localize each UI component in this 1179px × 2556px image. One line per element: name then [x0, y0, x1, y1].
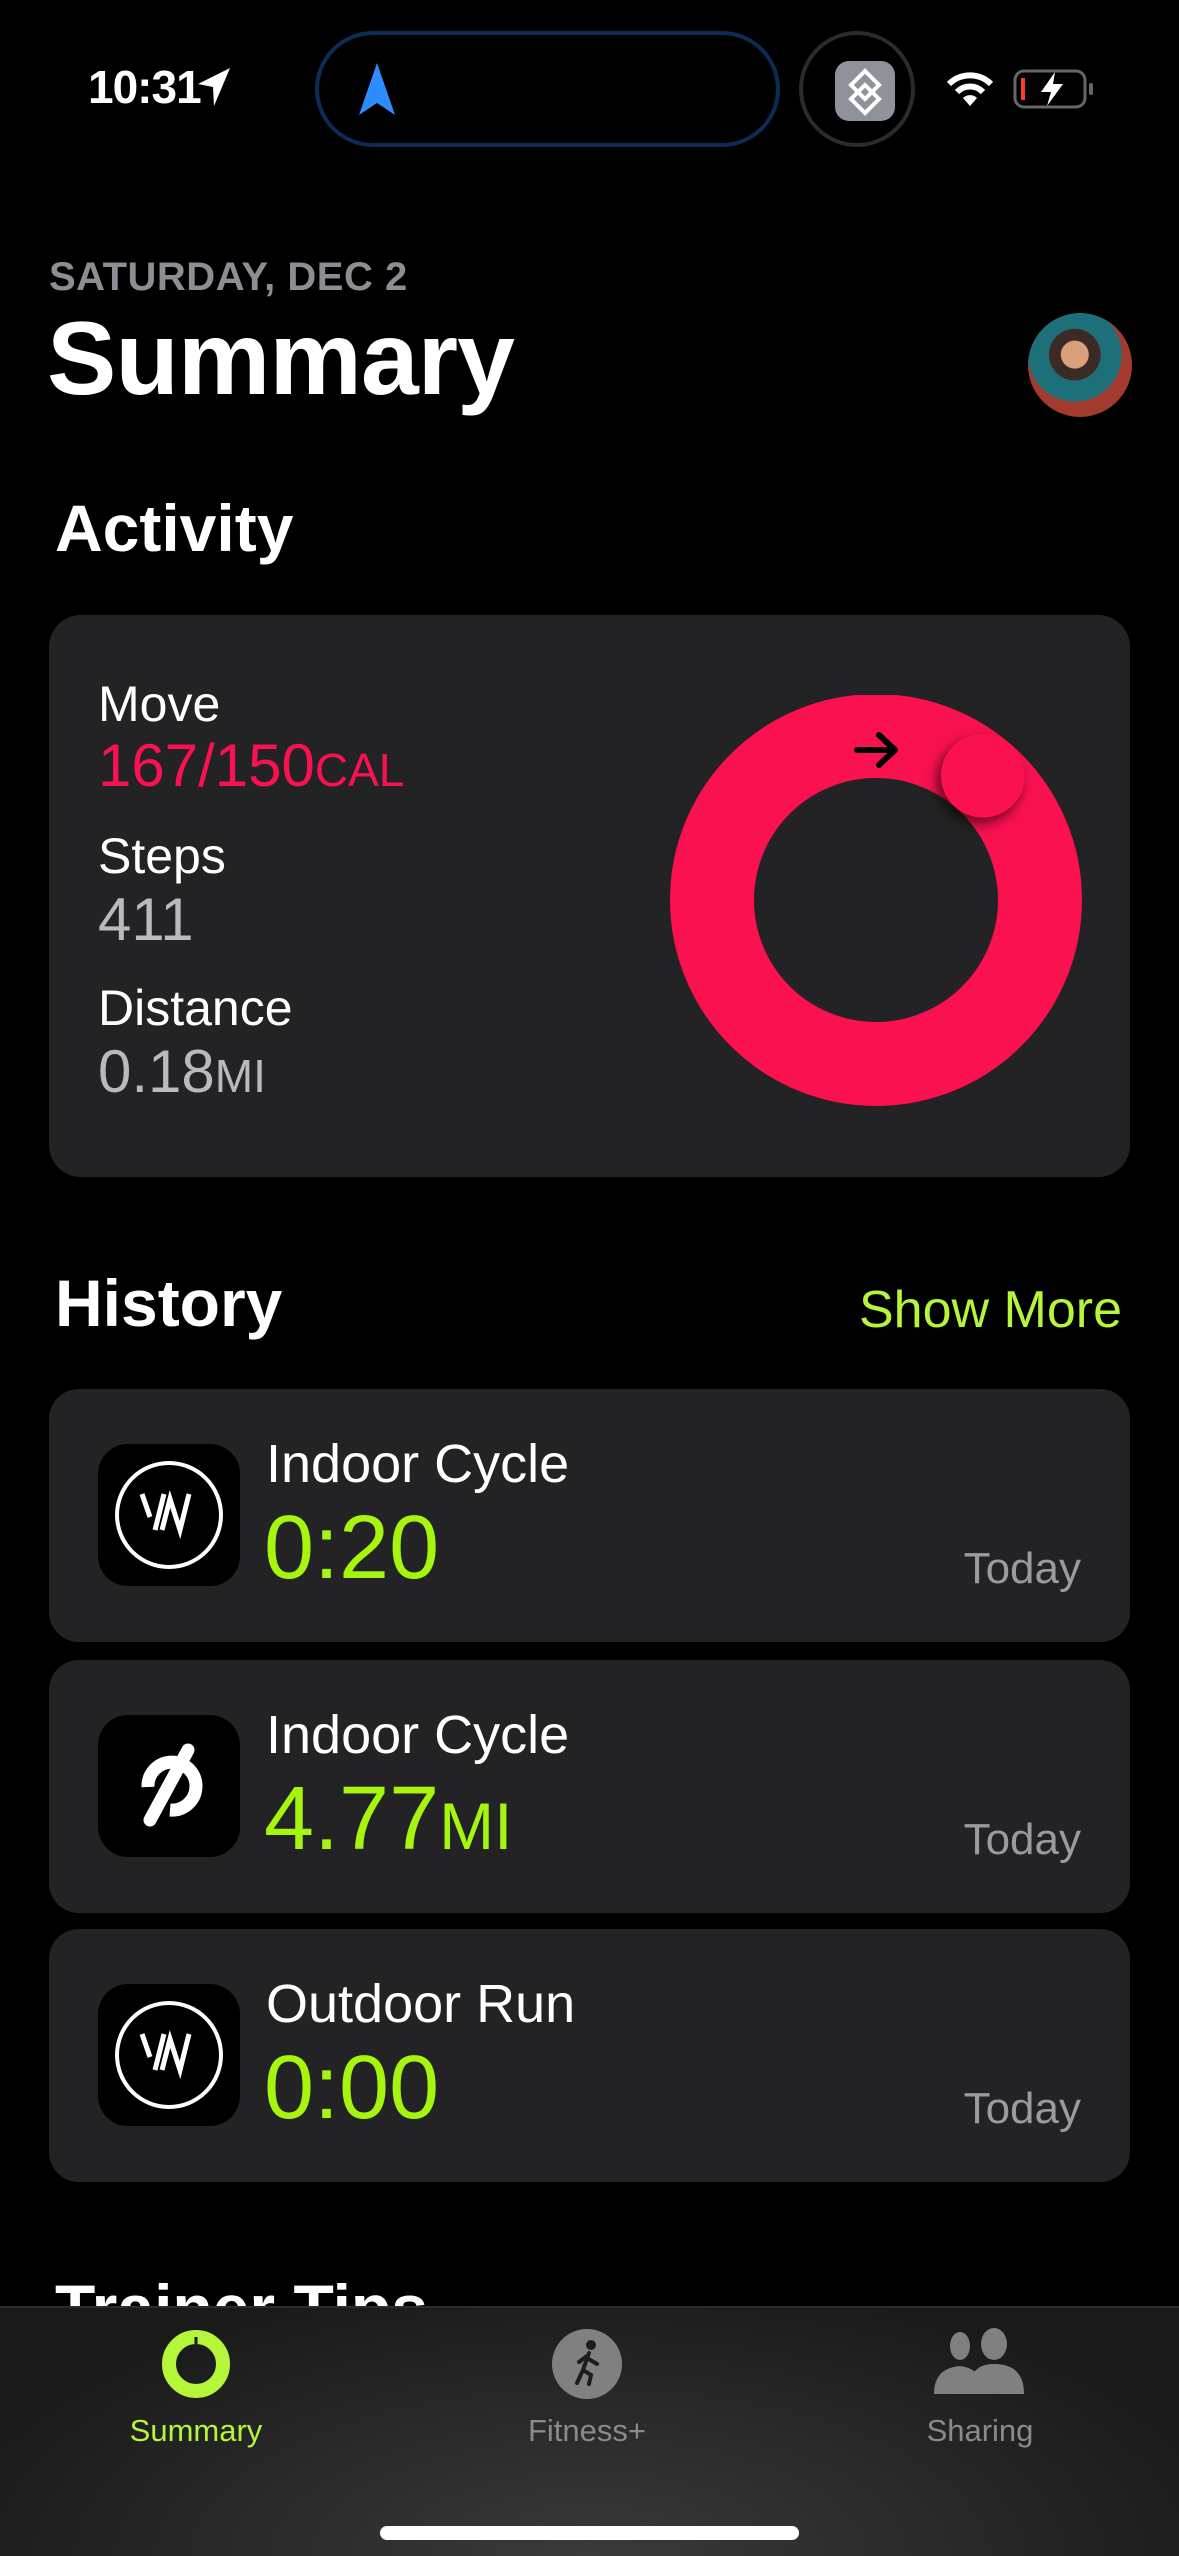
- people-icon: [934, 2328, 1024, 2394]
- workout-date: Today: [963, 1544, 1081, 1593]
- runner-icon: [552, 2329, 622, 2399]
- avatar[interactable]: [1028, 313, 1132, 417]
- workout-title: Outdoor Run: [266, 1974, 576, 2034]
- dynamic-island-app[interactable]: [799, 31, 915, 147]
- move-ring-progress: [670, 695, 1082, 1106]
- workout-value: 0:20: [264, 1498, 440, 1598]
- location-arrow-icon: [198, 68, 230, 106]
- history-item[interactable]: Indoor Cycle 4.77MI Today: [49, 1660, 1130, 1913]
- tab-fitness-plus[interactable]: Fitness+: [437, 2328, 737, 2449]
- workout-title: Indoor Cycle: [266, 1705, 570, 1765]
- workout-title: Indoor Cycle: [266, 1434, 570, 1494]
- battery-charging-icon: [1013, 69, 1093, 109]
- workout-date: Today: [963, 2084, 1081, 2133]
- page-title: Summary: [47, 301, 515, 417]
- move-ring: [670, 695, 1082, 1106]
- status-time: 10:31: [88, 61, 202, 113]
- wifi-icon: [946, 72, 994, 106]
- distance-label: Distance: [98, 980, 293, 1036]
- shortcuts-icon: [835, 61, 895, 121]
- whoop-icon: [98, 1984, 240, 2126]
- activity-card[interactable]: Move 167/150CAL Steps 411 Distance 0.18M…: [49, 615, 1130, 1177]
- move-ring-cap: [940, 733, 1025, 818]
- workout-value: 0:00: [264, 2038, 440, 2138]
- distance-value: 0.18MI: [98, 1038, 266, 1105]
- tab-label: Fitness+: [527, 2413, 647, 2448]
- workout-value: 4.77MI: [264, 1769, 513, 1869]
- move-value: 167/150CAL: [98, 732, 405, 799]
- steps-value: 411: [98, 886, 194, 953]
- peloton-icon: [98, 1715, 240, 1857]
- history-heading: History: [55, 1266, 283, 1340]
- home-indicator[interactable]: [380, 2526, 799, 2540]
- date-label: SATURDAY, DEC 2: [49, 255, 408, 299]
- navigation-arrow-icon: [359, 63, 395, 115]
- tab-label: Summary: [129, 2413, 263, 2448]
- activity-ring-icon: [162, 2330, 230, 2398]
- dynamic-island-navigation[interactable]: [315, 31, 780, 147]
- history-item[interactable]: Indoor Cycle 0:20 Today: [49, 1389, 1130, 1642]
- tab-bar: Summary Fitness+ Sharing: [0, 2306, 1179, 2556]
- show-more-link[interactable]: Show More: [859, 1281, 1122, 1339]
- whoop-icon: [98, 1444, 240, 1586]
- activity-heading: Activity: [55, 491, 294, 565]
- steps-label: Steps: [98, 828, 226, 884]
- tab-label: Sharing: [926, 2413, 1034, 2448]
- history-item[interactable]: Outdoor Run 0:00 Today: [49, 1929, 1130, 2182]
- move-label: Move: [98, 676, 221, 732]
- workout-date: Today: [963, 1815, 1081, 1864]
- tab-sharing[interactable]: Sharing: [830, 2328, 1130, 2449]
- tab-summary[interactable]: Summary: [46, 2328, 346, 2449]
- ring-arrow-icon: [854, 732, 898, 768]
